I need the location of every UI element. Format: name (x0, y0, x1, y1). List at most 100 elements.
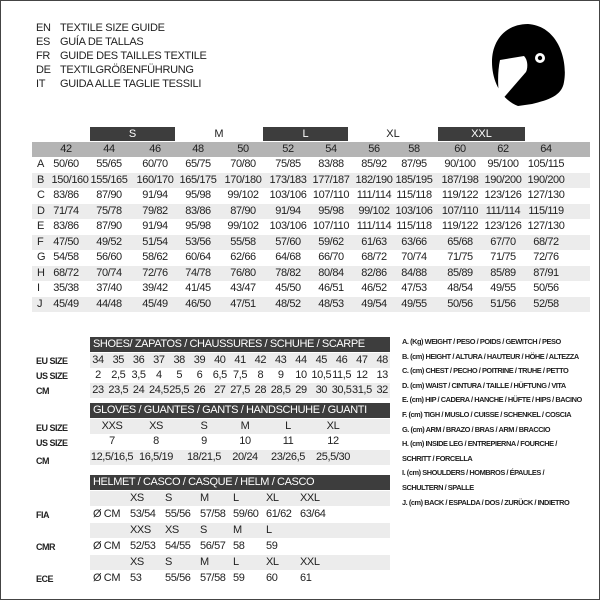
table-cell: 35 (112, 354, 125, 366)
row-label: C (37, 189, 45, 201)
title-text: TEXTILGRÖßENFÜHRUNG (60, 64, 194, 76)
row-shading (32, 265, 590, 281)
title-text: GUIDA ALLE TAGLIE TESSILI (60, 78, 202, 90)
table-cell: 82/86 (361, 266, 387, 279)
table-cell: 95/98 (185, 220, 211, 232)
table-cell: 105/115 (527, 158, 565, 170)
row-label: EU SIZE (36, 423, 68, 433)
helmet-value: 57/58 (200, 572, 226, 584)
letter-size-header: XL (386, 128, 400, 140)
row-label: CM (36, 456, 50, 466)
table-cell: 68/72 (53, 266, 79, 279)
legend-item: B. (cm) HEIGHT / ALTURA / HAUTEUR / HÖHE… (402, 351, 579, 361)
table-cell: 36 (132, 354, 145, 366)
table-cell: 75/85 (275, 158, 301, 170)
table-cell: 47 (356, 354, 368, 366)
table-cell: 190/200 (484, 173, 522, 186)
table-cell: 6,5 (212, 369, 227, 381)
row-label: F (37, 235, 44, 248)
helmet-value: 56/57 (200, 540, 226, 552)
table-cell: XXS (101, 420, 123, 432)
table-cell: 44 (295, 354, 307, 366)
helmet-size: XXS (130, 524, 151, 536)
table-cell: 58/62 (142, 251, 168, 263)
helmet-size: XL (266, 492, 279, 504)
table-cell: 18/21,5 (187, 451, 221, 463)
table-cell: 23 (92, 384, 104, 396)
table-cell: 37 (153, 354, 165, 366)
helmet-size: XS (165, 524, 179, 536)
table-cell: 68/72 (361, 251, 387, 263)
table-cell: 63/66 (401, 235, 427, 248)
row-shading (90, 383, 390, 398)
table-cell: 107/110 (312, 189, 350, 201)
table-cell: 115/118 (396, 220, 432, 232)
table-cell: 47/53 (401, 282, 427, 294)
table-cell: 37/40 (96, 282, 122, 294)
helmet-size: XS (130, 556, 144, 568)
table-cell: 85/92 (361, 158, 387, 170)
table-cell: 10,5 (311, 369, 332, 381)
table-cell: 78/82 (275, 266, 301, 279)
table-cell: 28,5 (270, 384, 291, 396)
table-cell: 170/180 (224, 173, 262, 186)
row-label: I (37, 282, 40, 294)
table-cell: 84/88 (401, 266, 427, 279)
table-cell: 187/198 (441, 173, 479, 186)
table-cell: 47/50 (53, 235, 79, 248)
helmet-header: HELMET / CASCO / CASQUE / HELM / CASCO (90, 475, 390, 490)
table-cell: 90/100 (444, 158, 476, 170)
table-cell: 34 (92, 354, 104, 366)
legend-item: A. (Kg) WEIGHT / PESO / POIDS / GEWITCH … (402, 337, 561, 346)
table-cell: 150/160 (51, 173, 89, 186)
size-header-cell: 48 (192, 143, 204, 155)
title-text: TEXTILE SIZE GUIDE (60, 22, 165, 34)
helmet-size: XXL (300, 492, 320, 504)
helmet-icon (492, 24, 565, 106)
table-cell: 45/50 (275, 282, 301, 294)
table-cell: 28 (254, 384, 267, 396)
table-cell: 111/114 (356, 220, 392, 232)
table-cell: 87/91 (533, 266, 559, 279)
lang-code: ES (36, 36, 51, 48)
row-shading (90, 555, 390, 570)
helmet-value: 53 (130, 572, 142, 584)
table-cell: 50/56 (533, 282, 559, 294)
table-cell: 83/86 (185, 204, 211, 217)
table-cell: 30,5 (331, 384, 352, 396)
table-cell: 127/130 (527, 189, 565, 201)
helmet-value: 60 (266, 572, 278, 584)
table-cell: 48 (376, 354, 388, 366)
table-cell: 182/190 (355, 173, 393, 186)
helmet-standard-label: FIA (36, 510, 50, 520)
helmet-size: M (200, 492, 209, 504)
table-cell: 52/58 (533, 297, 559, 310)
table-cell: 71/75 (490, 251, 516, 263)
table-cell: 41/45 (185, 282, 211, 294)
legend-item: I. (cm) SHOULDERS / HOMBROS / ÉPAULES / (402, 468, 545, 478)
table-cell: 115/119 (528, 204, 564, 217)
table-cell: 190/200 (527, 173, 565, 186)
table-cell: 12 (327, 435, 339, 447)
table-cell: XS (149, 420, 163, 432)
helmet-value: 55/56 (165, 508, 191, 520)
size-header-cell: 44 (103, 143, 115, 155)
legend-item: SCHULTERN / SPALLE (402, 483, 474, 492)
table-cell: 123/126 (484, 189, 522, 201)
table-cell: 20/24 (232, 451, 258, 463)
size-header-cell: 50 (237, 143, 249, 155)
letter-size-header: XXL (438, 127, 525, 141)
table-cell: 57/60 (275, 235, 301, 248)
helmet-value: 59 (266, 540, 278, 552)
lang-code: FR (36, 50, 51, 62)
shoes-header: SHOES/ ZAPATOS / CHAUSSURES / SCHUHE / S… (90, 337, 390, 352)
helmet-size: M (233, 524, 242, 536)
table-cell: 32 (376, 384, 388, 396)
row-shading (32, 296, 590, 312)
table-cell: 111/114 (485, 204, 521, 217)
row-label: B (37, 173, 44, 186)
row-label: D (37, 204, 45, 217)
helmet-value: 61/62 (266, 508, 292, 520)
table-cell: 8 (257, 369, 264, 381)
row-shading (32, 203, 590, 219)
